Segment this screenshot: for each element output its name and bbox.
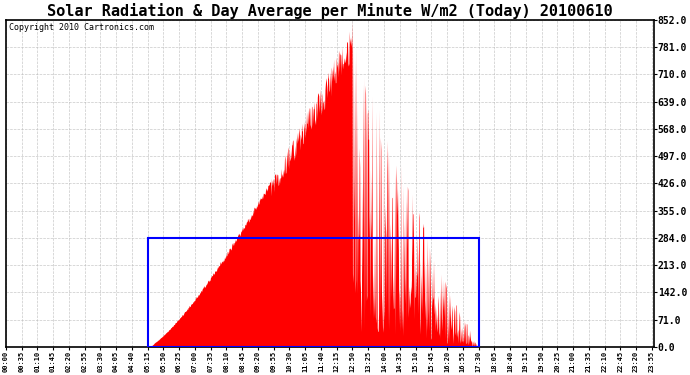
Title: Solar Radiation & Day Average per Minute W/m2 (Today) 20100610: Solar Radiation & Day Average per Minute… — [47, 3, 613, 19]
Text: Copyright 2010 Cartronics.com: Copyright 2010 Cartronics.com — [9, 23, 154, 32]
Bar — [148, 238, 479, 347]
